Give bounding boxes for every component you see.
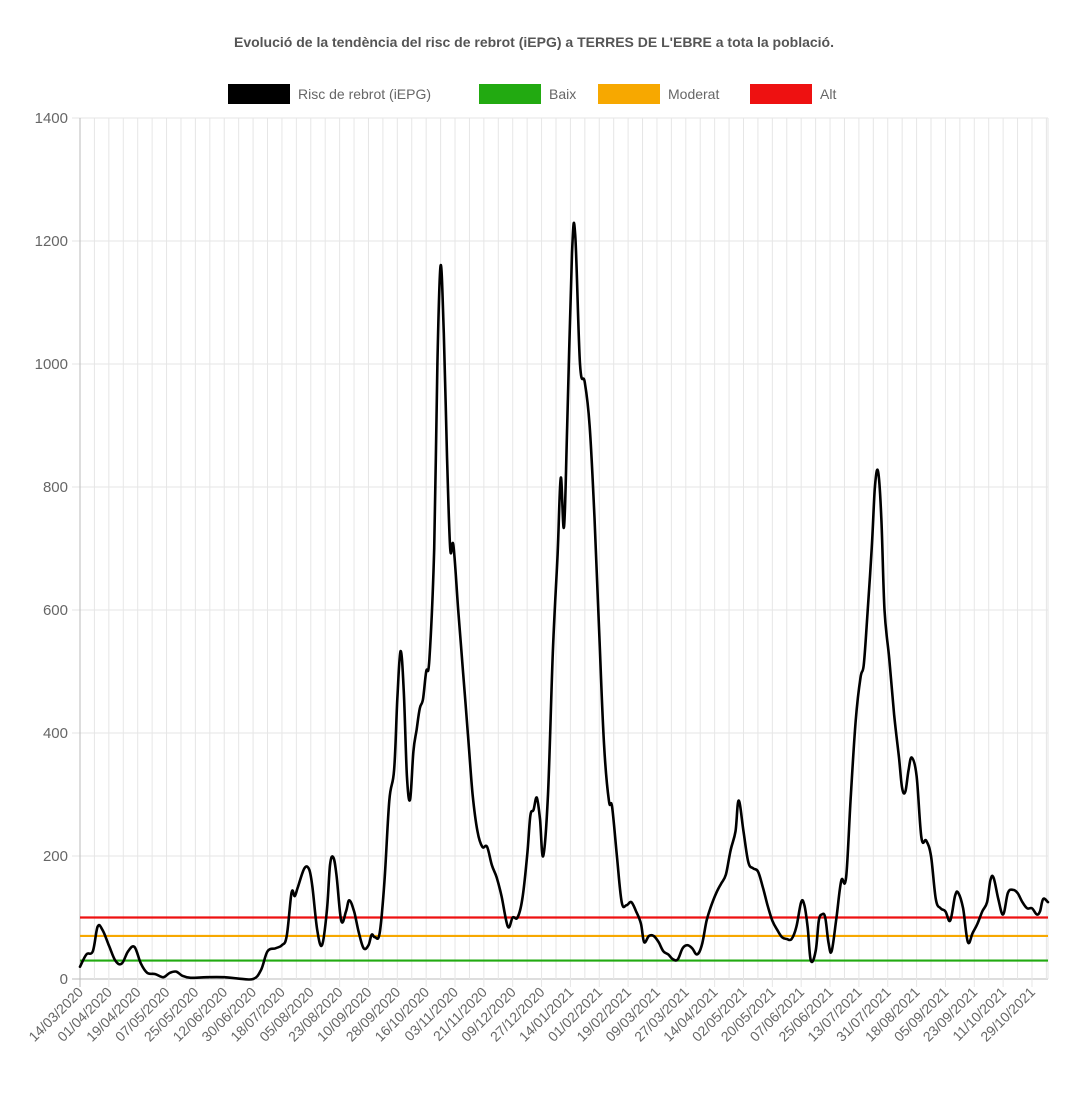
y-tick-label: 1200 xyxy=(35,233,68,250)
legend-label-alt: Alt xyxy=(820,86,837,102)
chart-title: Evolució de la tendència del risc de reb… xyxy=(233,34,835,50)
y-tick-label: 1400 xyxy=(35,110,68,127)
plot-area xyxy=(78,221,1050,981)
legend-swatch-alt xyxy=(750,84,812,104)
legend-item-alt[interactable]: Alt xyxy=(750,83,836,105)
legend-swatch-risc xyxy=(228,84,290,104)
legend-item-moderat[interactable]: Moderat xyxy=(598,83,719,105)
grid xyxy=(72,117,1049,987)
x-axis: 14/03/202001/04/202019/04/202007/05/2020… xyxy=(25,984,1038,1045)
y-tick-label: 200 xyxy=(43,848,68,865)
y-axis: 0 200 400 600 800 1000 1200 1400 xyxy=(35,110,68,988)
y-tick-label: 0 xyxy=(60,971,68,988)
legend: Risc de rebrot (iEPG) Baix Moderat Alt xyxy=(0,83,1068,105)
legend-item-baix[interactable]: Baix xyxy=(479,83,576,105)
legend-label-moderat: Moderat xyxy=(668,86,720,102)
legend-swatch-baix xyxy=(479,84,541,104)
legend-swatch-moderat xyxy=(598,84,660,104)
y-tick-label: 800 xyxy=(43,479,68,496)
legend-item-risc[interactable]: Risc de rebrot (iEPG) xyxy=(228,83,431,105)
y-tick-label: 400 xyxy=(43,725,68,742)
series-line-risc-de-rebrot xyxy=(78,221,1050,981)
y-tick-label: 1000 xyxy=(35,356,68,373)
legend-label-baix: Baix xyxy=(549,86,577,102)
legend-label-risc: Risc de rebrot (iEPG) xyxy=(298,86,432,102)
y-tick-label: 600 xyxy=(43,602,68,619)
